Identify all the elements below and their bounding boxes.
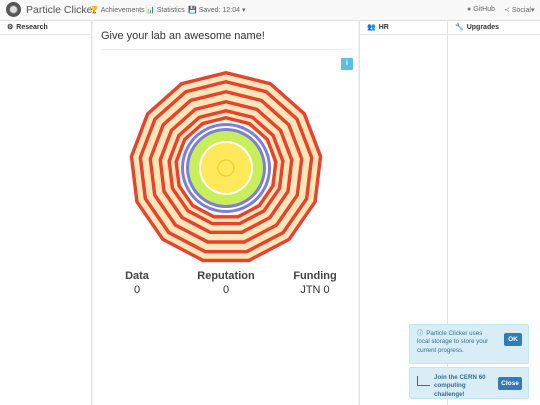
info-button[interactable]: i xyxy=(341,58,353,70)
close-button[interactable]: Close xyxy=(498,377,522,390)
hr-header: 👥 HR xyxy=(360,21,447,35)
lab-panel: Give your lab an awesome name! i Data 0 … xyxy=(93,21,358,405)
hr-panel: 👥 HR xyxy=(359,21,448,405)
detector-yellow-core xyxy=(201,143,251,193)
cern-alert-text: Join the CERN 60 computing challenge! xyxy=(434,374,486,398)
storage-alert: ⓘ Particle Clicker uses local storage to … xyxy=(409,324,529,364)
social-label: Social xyxy=(511,7,531,14)
funding-label: Funding xyxy=(293,270,337,282)
saved-label: Saved: 12:04 xyxy=(198,7,240,14)
caret-down-icon: ▾ xyxy=(241,7,246,14)
funding-value: JTN 0 xyxy=(300,284,330,296)
github-label: GitHub xyxy=(473,6,496,13)
wrench-icon: 🔧 xyxy=(455,24,464,31)
gears-icon: ⚙ xyxy=(7,24,14,31)
funding-stat: Funding JTN 0 xyxy=(289,270,341,296)
lab-name-field[interactable]: Give your lab an awesome name! xyxy=(101,30,351,50)
storage-alert-text: Particle Clicker uses local storage to s… xyxy=(417,330,489,354)
ok-button[interactable]: OK xyxy=(504,333,522,346)
caret-down-icon: ▾ xyxy=(530,7,535,14)
research-panel: ⚙ Research xyxy=(0,21,92,405)
github-link[interactable]: ● GitHub xyxy=(467,6,495,13)
data-stat: Data 0 xyxy=(117,270,157,296)
detector-clicker[interactable] xyxy=(128,70,324,266)
data-label: Data xyxy=(125,270,149,282)
saved-dropdown[interactable]: 💾 Saved: 12:04 ▾ xyxy=(188,6,245,14)
area-chart-icon xyxy=(417,376,430,386)
bar-chart-icon: 📊 xyxy=(146,7,155,14)
reputation-value: 0 xyxy=(222,284,230,296)
data-value: 0 xyxy=(133,284,141,296)
research-header: ⚙ Research xyxy=(0,21,91,35)
social-dropdown[interactable]: ≺ Social▾ xyxy=(504,6,534,14)
reputation-label: Reputation xyxy=(197,270,255,282)
users-icon: 👥 xyxy=(367,24,376,31)
detector-center-ring xyxy=(217,159,235,177)
floppy-disk-icon: 💾 xyxy=(188,7,197,14)
reputation-stat: Reputation 0 xyxy=(193,270,259,296)
upgrades-title: Upgrades xyxy=(466,24,500,31)
achievements-link[interactable]: 🏆 Achievements xyxy=(90,6,145,14)
cern-alert: Join the CERN 60 computing challenge! Cl… xyxy=(409,367,529,399)
research-title: Research xyxy=(16,24,48,31)
upgrades-header: 🔧 Upgrades xyxy=(448,21,540,35)
info-circle-icon: ⓘ xyxy=(417,330,424,337)
statistics-label: Statistics xyxy=(156,7,185,14)
brand-title[interactable]: Particle Clicker xyxy=(26,4,97,16)
hr-title: HR xyxy=(378,24,389,31)
statistics-link[interactable]: 📊 Statistics xyxy=(146,6,185,14)
trophy-icon: 🏆 xyxy=(90,7,99,14)
particle-logo-icon[interactable] xyxy=(6,2,21,17)
navbar: Particle Clicker 🏆 Achievements 📊 Statisti… xyxy=(0,0,540,21)
github-icon: ● xyxy=(467,6,472,13)
achievements-label: Achievements xyxy=(100,7,145,14)
share-icon: ≺ xyxy=(504,7,510,14)
